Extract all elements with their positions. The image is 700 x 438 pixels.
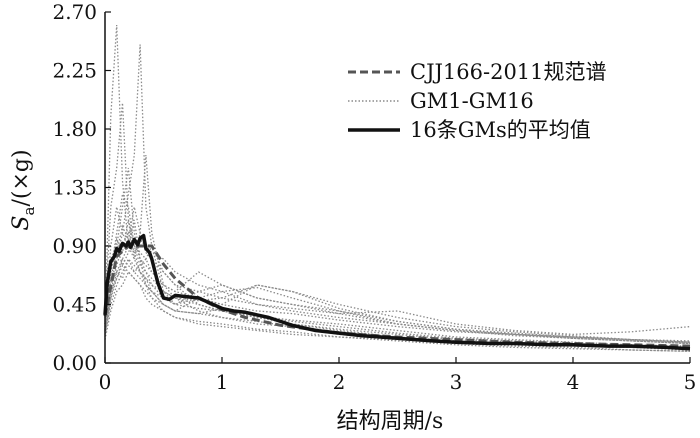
y-tick-label: 1.80 [52,117,97,141]
x-ticks: 0 1 2 3 4 5 [99,357,697,394]
legend-code-label: CJJ166-2011规范谱 [410,60,607,84]
y-tick-label: 0.00 [52,351,97,375]
x-tick-label: 1 [216,370,229,394]
y-axis-title-subscript: a [20,206,38,215]
gm-record-line-9 [104,257,691,342]
y-axis-title-main: S [9,215,34,230]
gm-record-line-6 [104,230,691,343]
y-ticks: 0.00 0.45 0.90 1.35 1.80 2.25 2.70 [52,0,111,375]
legend: CJJ166-2011规范谱 GM1-GM16 16条GMs的平均值 [348,60,607,142]
gm-records-layer [104,24,691,352]
y-tick-label: 0.90 [52,234,97,258]
x-tick-label: 4 [567,370,580,394]
gm-record-line-15 [104,257,691,345]
gm-record-line-5 [104,238,691,345]
gm-record-line-1 [104,24,691,352]
legend-gm-label: GM1-GM16 [410,89,534,113]
mean-spectrum-layer [103,233,691,351]
x-tick-label: 5 [684,370,697,394]
x-tick-label: 3 [450,370,463,394]
gm-record-line-14 [104,231,691,343]
mean-spectrum-line [103,233,691,351]
y-tick-label: 1.35 [52,176,97,200]
gm-record-line-10 [104,206,691,345]
gm-record-line-12 [104,270,691,352]
y-tick-label: 2.70 [52,0,97,24]
gm-record-line-16 [104,257,691,347]
gm-record-line-8 [104,219,691,350]
x-axis-title: 结构周期/s [337,409,444,434]
y-tick-label: 2.25 [52,59,97,83]
y-axis-title-unit: /(×g) [9,149,34,206]
gm-record-line-7 [104,264,691,351]
y-tick-label: 0.45 [52,293,97,317]
x-tick-label: 0 [99,370,112,394]
gm-record-line-4 [104,167,691,343]
x-tick-label: 2 [333,370,346,394]
y-axis-title: Sa/(×g) [9,149,38,230]
gm-record-line-11 [104,237,691,336]
legend-mean-label: 16条GMs的平均值 [410,118,591,142]
